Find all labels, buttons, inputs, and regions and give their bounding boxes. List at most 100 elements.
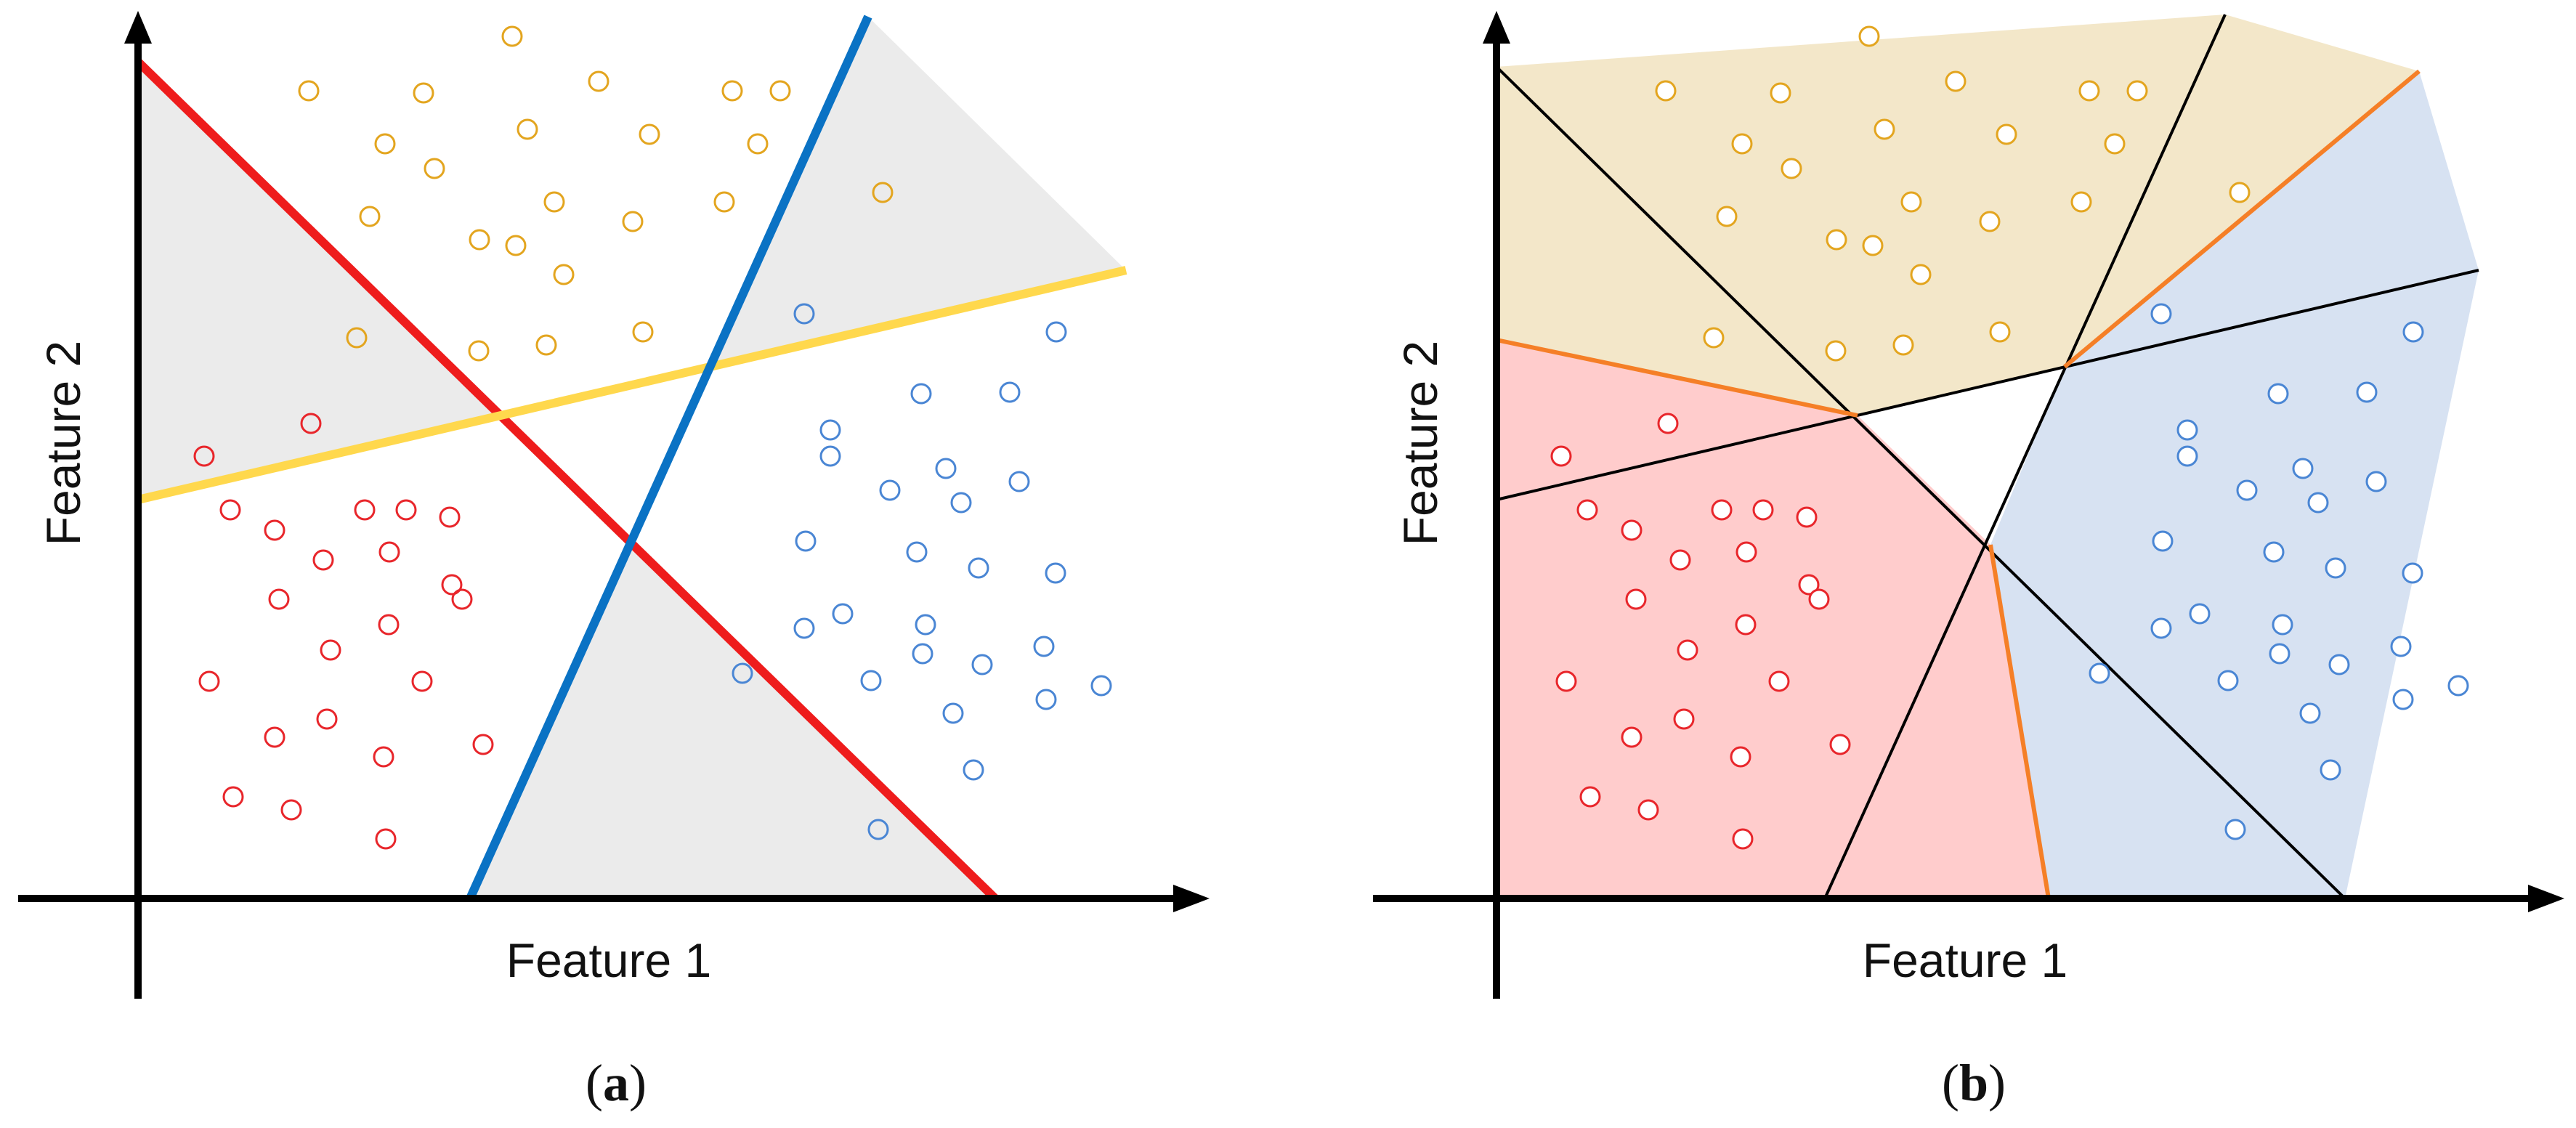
orange-class-point	[469, 229, 490, 251]
orange-class-point	[588, 70, 609, 92]
orange-class-point	[2078, 80, 2100, 102]
red-class-point	[439, 506, 461, 528]
blue-class-point	[2328, 654, 2350, 675]
orange-class-point	[1731, 133, 1753, 155]
panel-label-a: (a)	[586, 1054, 647, 1112]
red-class-point	[1752, 499, 1774, 521]
red-class-point	[320, 639, 341, 661]
orange-class-point	[1716, 206, 1738, 227]
blue-class-point	[2299, 702, 2321, 724]
blue-class-point	[2189, 603, 2211, 625]
blue-class-point	[2176, 445, 2198, 467]
red-class-point	[1796, 506, 1818, 528]
red-class-point	[1621, 519, 1643, 541]
blue-class-point	[2089, 662, 2110, 684]
red-class-point	[375, 828, 397, 850]
red-class-point	[1808, 588, 1830, 610]
blue-class-point	[1045, 321, 1067, 343]
red-class-point	[193, 445, 215, 467]
red-class-point	[1735, 614, 1757, 636]
red-class-point	[1625, 588, 1647, 610]
red-class-point	[1550, 445, 1572, 467]
red-class-point	[1637, 799, 1659, 821]
orange-class-point	[501, 25, 523, 47]
red-class-point	[219, 499, 241, 521]
red-class-point	[441, 574, 463, 596]
blue-class-point	[2292, 458, 2314, 479]
gray-region-left	[138, 62, 498, 500]
orange-class-point	[1703, 327, 1725, 349]
orange-class-point	[2229, 182, 2251, 203]
blue-class-point	[963, 759, 984, 781]
red-class-point	[222, 786, 244, 808]
yellow-boundary-line	[137, 266, 1127, 504]
red-class-point	[1732, 828, 1754, 850]
red-class-point	[312, 549, 334, 571]
blue-class-point	[819, 419, 841, 441]
red-class-point	[378, 541, 400, 563]
orange-boundary-lines	[1496, 69, 2421, 899]
orange-class-point	[298, 80, 320, 102]
orange-class-point	[1910, 264, 1932, 285]
blue-class-point	[971, 654, 993, 675]
red-class-point	[451, 588, 473, 610]
red-class-point	[1677, 639, 1698, 661]
red-class-point	[1669, 549, 1691, 571]
red-class-point	[1576, 499, 1598, 521]
blue-class-point	[2392, 689, 2414, 710]
blue-class-point	[999, 381, 1021, 403]
blue-class-point	[879, 479, 901, 501]
orange-class-point	[1945, 70, 1967, 92]
orange-class-point	[1892, 334, 1914, 356]
gray-region-topright	[708, 17, 1126, 363]
blue-class-point	[942, 702, 964, 724]
blue-class-point	[867, 819, 889, 840]
blue-class-point	[2217, 670, 2239, 691]
red-class-point	[1829, 734, 1851, 755]
blue-class-point	[2320, 759, 2341, 781]
panel-b: Feature 1 Feature 2 (b)	[1373, 11, 2564, 1112]
orange-class-point	[553, 264, 575, 285]
y-axis-label: Feature 2	[1393, 341, 1447, 546]
blue-class-point	[793, 303, 815, 325]
blue-class-point	[2325, 557, 2346, 579]
blue-class-point	[795, 530, 817, 552]
orange-class-point	[535, 334, 557, 356]
blue-class-point	[2150, 303, 2172, 325]
x-axis-label: Feature 1	[1863, 933, 2068, 987]
red-class-point	[1768, 670, 1790, 692]
blue-class-point	[1035, 689, 1057, 710]
orange-class-point	[2126, 80, 2148, 102]
x-axis-label: Feature 1	[506, 933, 712, 987]
red-class-point	[1673, 708, 1695, 730]
red-class-point	[1555, 670, 1577, 692]
data-points-b	[1550, 25, 2469, 850]
red-class-point	[1798, 574, 1820, 596]
blue-class-point	[2150, 617, 2172, 639]
y-axis-arrow	[124, 11, 152, 44]
red-class-point	[354, 499, 376, 521]
orange-class-point	[2104, 133, 2126, 155]
blue-class-point	[935, 458, 957, 479]
orange-class-point	[468, 340, 490, 362]
red-class-point	[1621, 726, 1643, 748]
blue-class-point	[2236, 479, 2258, 501]
orange-class-point	[1862, 235, 1884, 256]
orange-class-point	[1900, 191, 1922, 213]
blue-class-point	[2272, 614, 2293, 636]
orange-class-point	[374, 133, 396, 155]
orange-class-point	[505, 235, 527, 256]
red-class-point	[280, 799, 302, 821]
orange-class-point	[543, 191, 565, 213]
data-points-a	[193, 25, 1112, 850]
blue-class-point	[2267, 383, 2289, 405]
orange-class-point	[639, 123, 660, 145]
red-class-point	[1730, 746, 1751, 768]
red-class-point	[373, 746, 394, 768]
orange-class-point	[1979, 211, 2001, 232]
red-class-point	[395, 499, 417, 521]
red-region	[1496, 340, 2049, 898]
orange-class-point	[747, 133, 769, 155]
blue-class-point	[819, 445, 841, 467]
